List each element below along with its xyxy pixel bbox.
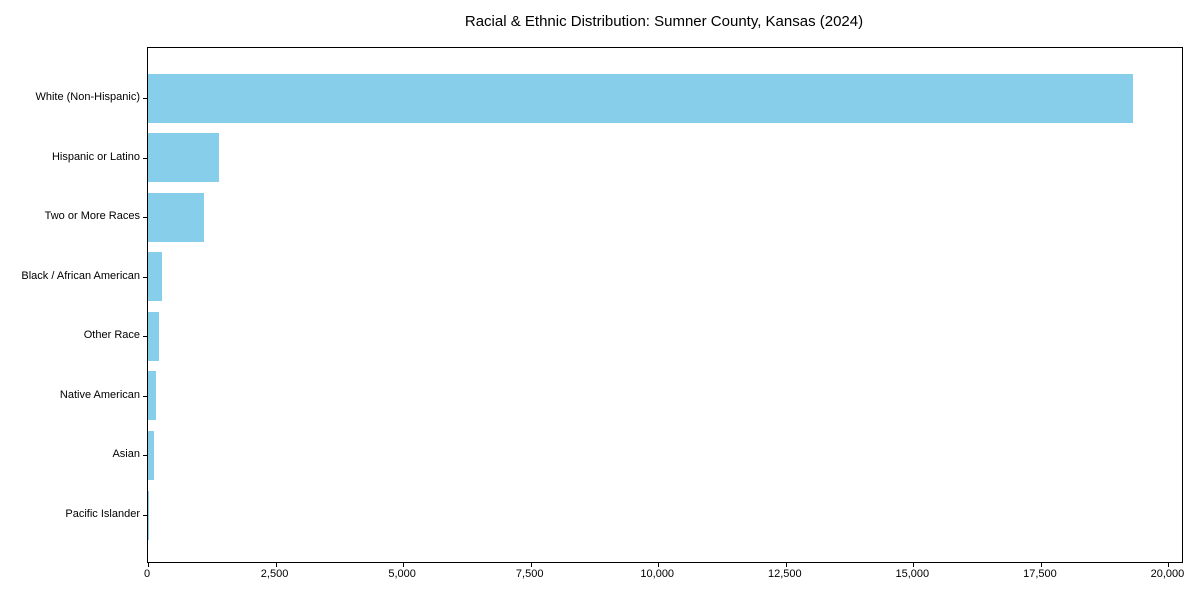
y-axis-label-hispanic-or-latino: Hispanic or Latino [51,150,140,163]
bar-hispanic-or-latino [148,133,220,183]
x-tick-mark [1040,563,1042,567]
x-tick-mark [275,563,277,567]
bar-other-race [148,311,160,361]
bar-native-american [148,371,157,421]
y-tick-mark [143,157,147,159]
x-tick-mark [1168,563,1170,567]
x-axis-tick-label: 10,000 [640,568,675,580]
x-axis-tick-label: 12,500 [767,568,802,580]
y-tick-mark [143,276,147,278]
y-tick-mark [143,395,147,397]
bar-pacific-islander [148,490,149,540]
y-axis-label-black-african-american: Black / African American [21,269,140,282]
y-tick-mark [143,336,147,338]
bar-asian [148,430,155,480]
y-axis-label-asian: Asian [112,448,140,461]
x-tick-mark [913,563,915,567]
x-tick-mark [785,563,787,567]
bar-black-african-american [148,252,162,302]
y-tick-mark [143,515,147,516]
y-tick-mark [143,98,147,99]
x-tick-mark [530,563,532,567]
y-tick-mark [143,217,147,219]
x-tick-mark [403,563,405,567]
y-axis-label-white-non-hispanic: White (Non-Hispanic) [35,91,140,103]
y-tick-mark [143,455,147,457]
x-axis-tick-label: 15,000 [895,568,930,580]
y-axis-label-other-race: Other Race [83,329,140,342]
x-axis-tick-label: 7,500 [515,568,544,580]
x-axis-tick-label: 5,000 [388,568,416,580]
x-tick-mark [658,563,660,567]
chart-title: Racial & Ethnic Distribution: Sumner Cou… [464,13,864,30]
x-axis-tick-label: 20,000 [1150,568,1185,580]
x-axis-tick-label: 2,500 [260,568,289,580]
y-axis-label-two-or-more-races: Two or More Races [44,210,140,223]
y-axis-label-native-american: Native American [59,388,140,401]
bar-two-or-more-races [148,192,205,242]
y-axis-label-pacific-islander: Pacific Islander [65,508,140,520]
bar-white-non-hispanic [148,73,1133,123]
x-axis-tick-label: 17,500 [1023,568,1057,580]
plot-area [143,47,1183,567]
x-tick-mark [148,563,149,567]
x-axis-tick-label: 0 [143,568,151,580]
